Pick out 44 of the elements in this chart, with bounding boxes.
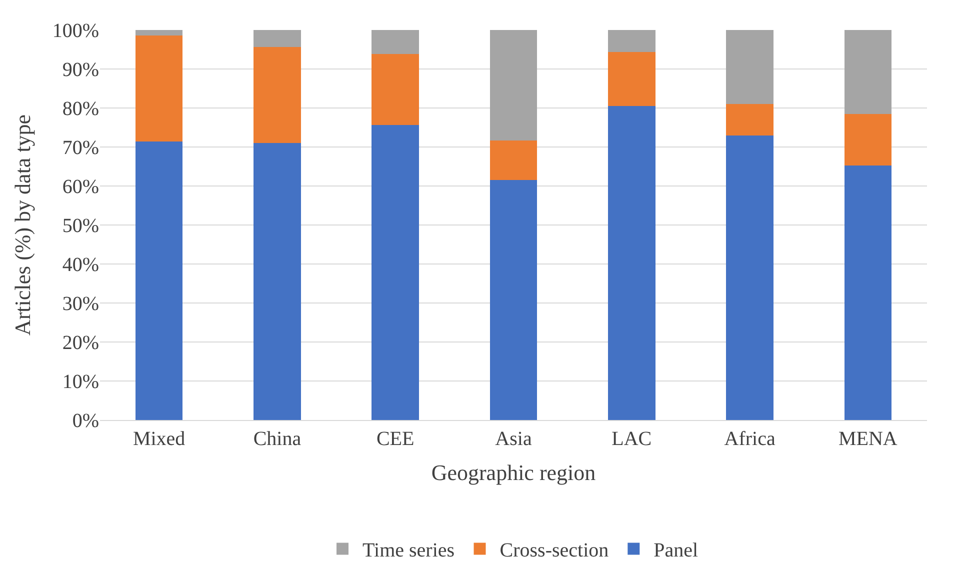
y-tick-label: 10% — [62, 371, 99, 393]
y-tick-label: 20% — [62, 332, 99, 354]
y-tick-label: 90% — [62, 59, 99, 81]
bar — [135, 35, 183, 142]
bar — [608, 30, 656, 52]
bar — [135, 30, 183, 36]
x-tick-label: Africa — [724, 428, 776, 450]
x-tick-label: China — [253, 428, 302, 450]
y-tick-label: 0% — [72, 410, 99, 432]
bar — [844, 30, 892, 114]
bar — [844, 166, 892, 420]
bar — [726, 30, 774, 104]
bar — [726, 104, 774, 136]
bar — [254, 30, 301, 48]
bar — [608, 106, 656, 420]
y-tick-label: 30% — [62, 293, 99, 315]
bar — [372, 124, 419, 420]
x-tick-label: Asia — [495, 428, 532, 450]
bar — [844, 114, 892, 166]
bar — [372, 30, 419, 54]
x-tick-label: MENA — [838, 428, 898, 450]
y-tick-label: 40% — [62, 254, 99, 276]
y-tick-label: 80% — [62, 98, 99, 120]
bar — [490, 180, 538, 420]
y-tick-label: 100% — [52, 20, 99, 42]
bar — [254, 143, 301, 420]
bar — [490, 140, 538, 180]
legend-label: Panel — [654, 540, 699, 562]
y-axis-title: Articles (%) by data type — [10, 114, 36, 336]
x-tick-label: LAC — [612, 428, 652, 450]
bar — [254, 47, 301, 144]
bar — [135, 142, 183, 420]
x-axis-title: Geographic region — [431, 460, 596, 485]
bar — [372, 54, 419, 125]
x-tick-label: CEE — [376, 428, 414, 450]
y-tick-label: 50% — [62, 215, 99, 237]
y-tick-label: 60% — [62, 176, 99, 198]
legend-label: Time series — [362, 540, 455, 562]
bar — [726, 135, 774, 420]
bar — [608, 52, 656, 106]
bar — [490, 30, 538, 140]
y-tick-label: 70% — [62, 137, 99, 159]
legend-label: Cross-section — [500, 540, 609, 562]
x-tick-label: Mixed — [132, 428, 186, 450]
